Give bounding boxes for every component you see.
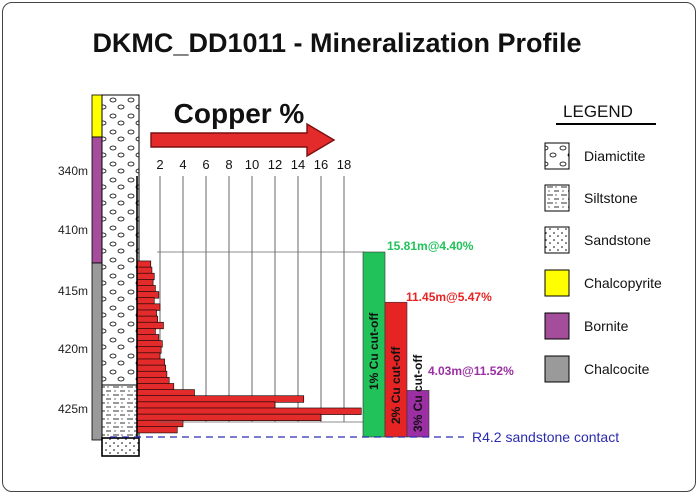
copper-bar [136, 389, 195, 397]
copper-bar [136, 315, 159, 323]
x-tick-label-8: 8 [225, 157, 232, 172]
x-tick-label-12: 12 [268, 157, 282, 172]
x-tick-label-6: 6 [202, 157, 209, 172]
copper-bars [136, 260, 362, 434]
depth-label-425m: 425m [58, 402, 88, 416]
legend-swatch-bornite [544, 312, 570, 340]
legend-swatch-siltstone [544, 184, 570, 212]
x-tick-label-18: 18 [337, 157, 351, 172]
legend-title: LEGEND [563, 102, 633, 121]
copper-bar [136, 401, 276, 409]
copper-bar [136, 260, 152, 268]
legend: LEGEND Diamictite Siltstone Sandstone Ch… [544, 102, 662, 383]
cutoff-name-3pct: 3% Cu cut-off [411, 354, 425, 432]
copper-bar [136, 297, 155, 305]
lithology-sandstone-segment [101, 437, 140, 457]
cutoff-name-1pct: 1% Cu cut-off [367, 312, 381, 390]
copper-bar [136, 303, 161, 311]
copper-bar [136, 328, 156, 336]
copper-bar [136, 419, 184, 428]
chart-title: DKMC_DD1011 - Mineralization Profile [92, 28, 581, 58]
axes [136, 176, 365, 437]
cutoff-bars [362, 251, 430, 438]
depth-label-410m: 410m [58, 223, 88, 237]
copper-bar [136, 346, 162, 354]
copper-arrow-shape [150, 122, 336, 158]
x-tick-label-16: 16 [314, 157, 328, 172]
copper-bar [136, 358, 165, 366]
cutoff-bar-2 [384, 301, 408, 438]
x-tick-label-4: 4 [179, 157, 186, 172]
lithology-column [101, 94, 140, 457]
lithology-siltstone-segment [101, 384, 140, 439]
legend-label-bornite: Bornite [584, 318, 629, 334]
mineral-column [91, 94, 103, 441]
copper-bar [136, 370, 168, 379]
cutoff-label-3pct: 4.03m@11.52% [428, 364, 514, 378]
cutoff-label-2pct: 11.45m@5.47% [406, 290, 492, 304]
copper-bar [136, 291, 160, 299]
copper-arrow [150, 122, 336, 158]
grid-lines [159, 176, 345, 422]
legend-label-siltstone: Siltstone [584, 190, 638, 206]
depth-label-420m: 420m [58, 342, 88, 356]
depth-label-415m: 415m [58, 284, 88, 298]
legend-swatch-chalcopyrite [544, 269, 570, 297]
legend-swatch-chalcocite [544, 355, 570, 383]
copper-bar [136, 364, 167, 372]
copper-bar [136, 272, 155, 281]
x-tick-labels: 2 4 6 8 10 12 14 16 18 [156, 157, 351, 172]
copper-bar [136, 309, 157, 317]
cutoff-bar-3 [406, 390, 430, 438]
legend-label-diamictite: Diamictite [584, 148, 646, 164]
copper-bar [136, 413, 322, 421]
copper-bar [136, 321, 164, 330]
x-tick-label-14: 14 [291, 157, 305, 172]
cutoff-name-2pct: 2% Cu cut-off [389, 346, 403, 424]
legend-swatch-sandstone [544, 226, 570, 254]
copper-bar [136, 279, 154, 287]
copper-bar [136, 395, 305, 403]
contact-label: R4.2 sandstone contact [472, 429, 619, 445]
copper-bar [136, 340, 163, 348]
lithology-diamictite-segment [101, 94, 140, 386]
legend-swatch-diamictite [544, 142, 570, 170]
copper-bar [136, 383, 175, 391]
copper-bar [136, 377, 170, 385]
legend-label-chalcocite: Chalcocite [584, 361, 650, 377]
legend-label-sandstone: Sandstone [584, 232, 651, 248]
x-tick-label-2: 2 [156, 157, 163, 172]
mineral-chalcopyrite-segment [91, 94, 103, 138]
x-axis-label: Copper % [174, 98, 305, 129]
copper-bar [136, 285, 156, 293]
legend-label-chalcopyrite: Chalcopyrite [584, 275, 662, 291]
cutoff-label-1pct: 15.81m@4.40% [387, 239, 474, 253]
x-tick-label-10: 10 [245, 157, 259, 172]
depth-label-340m: 340m [58, 164, 88, 178]
copper-bar [136, 334, 160, 342]
mineral-chalcocite-segment [91, 262, 103, 441]
copper-bar [136, 426, 178, 434]
copper-bar [136, 352, 161, 360]
copper-bar [136, 407, 362, 415]
copper-bar [136, 266, 153, 274]
depth-axis: 340m 410m 415m 420m 425m [58, 164, 88, 416]
mineral-bornite-segment [91, 136, 103, 264]
